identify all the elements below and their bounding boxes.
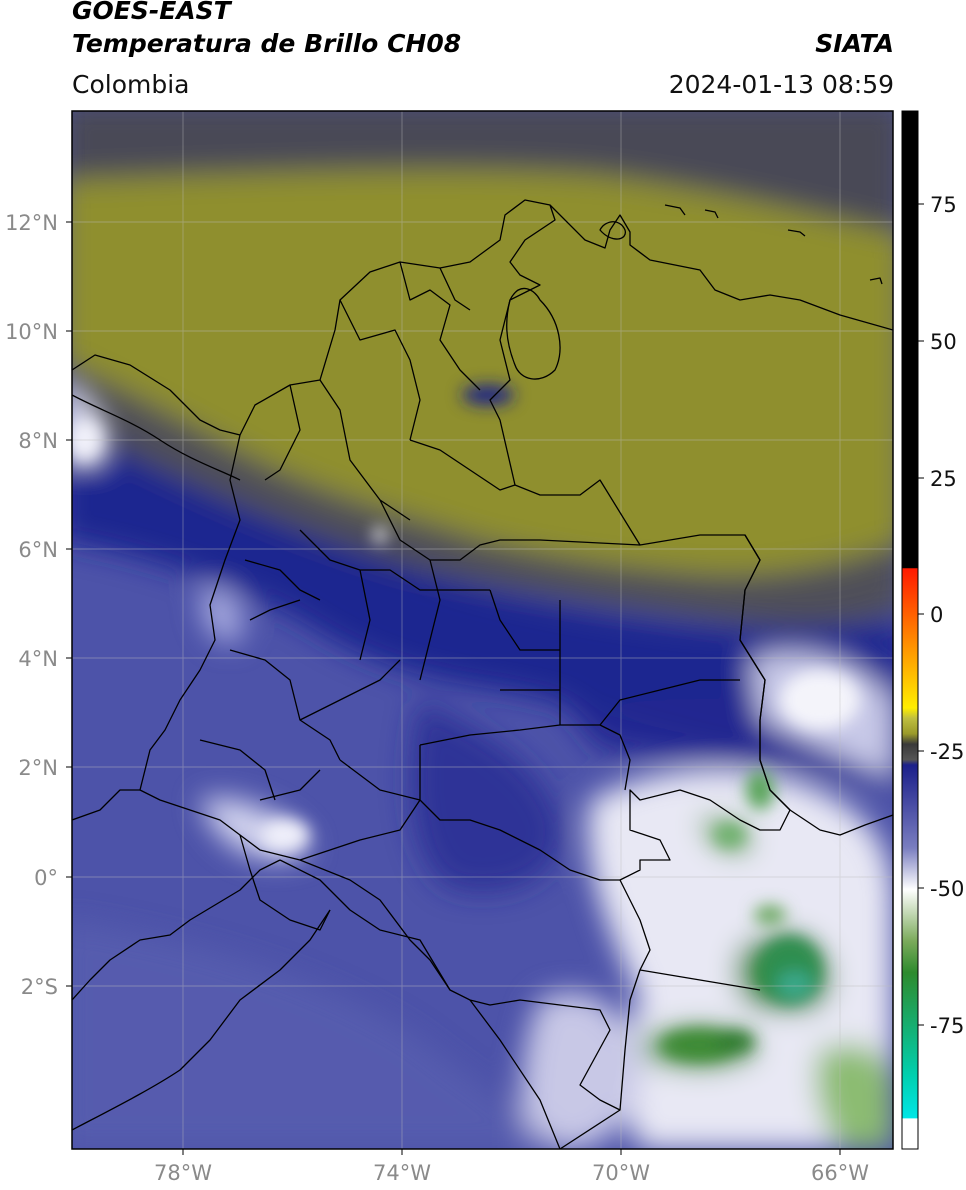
country-borders: [72, 199, 893, 1149]
lon-tick-marks: [182, 1149, 841, 1155]
brand-label: SIATA: [815, 29, 894, 58]
lat-tick-label: 2°N: [18, 756, 58, 780]
colorbar-tick-label: -25: [930, 740, 964, 764]
lon-tick-label: 78°W: [154, 1161, 212, 1185]
lon-tick-label: 70°W: [592, 1161, 650, 1185]
lon-tick-label: 74°W: [373, 1161, 431, 1185]
map-title-product: Temperatura de Brillo CH08: [72, 29, 462, 58]
map-title-satellite: GOES-EAST: [72, 0, 231, 25]
lat-tick-label: 0°: [34, 866, 58, 890]
lon-tick-label: 66°W: [811, 1161, 869, 1185]
colorbar-tick-label: -75: [930, 1014, 964, 1038]
lon-tick-labels: 78°W 74°W 70°W 66°W: [154, 1161, 869, 1185]
region-label: Colombia: [72, 70, 190, 99]
colorbar-tick-label: 0: [930, 603, 943, 627]
map-frame: [71, 110, 894, 1150]
brightness-temperature-field: [72, 111, 893, 1149]
colorbar-tick-label: 75: [930, 193, 957, 217]
lat-tick-label: 6°N: [18, 538, 58, 562]
lat-tick-labels: 12°N 10°N 8°N 6°N 4°N 2°N 0° 2°S: [5, 211, 58, 999]
timestamp-label: 2024-01-13 08:59: [668, 70, 894, 99]
colorbar-tick-label: -50: [930, 877, 964, 901]
graticule: [72, 111, 893, 1149]
lat-tick-marks: [66, 221, 72, 987]
lat-tick-label: 10°N: [5, 320, 58, 344]
lat-tick-label: 4°N: [18, 647, 58, 671]
lat-tick-label: 2°S: [21, 975, 58, 999]
colorbar-tick-label: 50: [930, 330, 957, 354]
colorbar-tick-label: 25: [930, 467, 957, 491]
lat-tick-label: 8°N: [18, 429, 58, 453]
lat-tick-label: 12°N: [5, 211, 58, 235]
colorbar-scale: [901, 110, 919, 1150]
colorbar: 75 50 25 0 -25 -50 -75: [901, 110, 964, 1150]
